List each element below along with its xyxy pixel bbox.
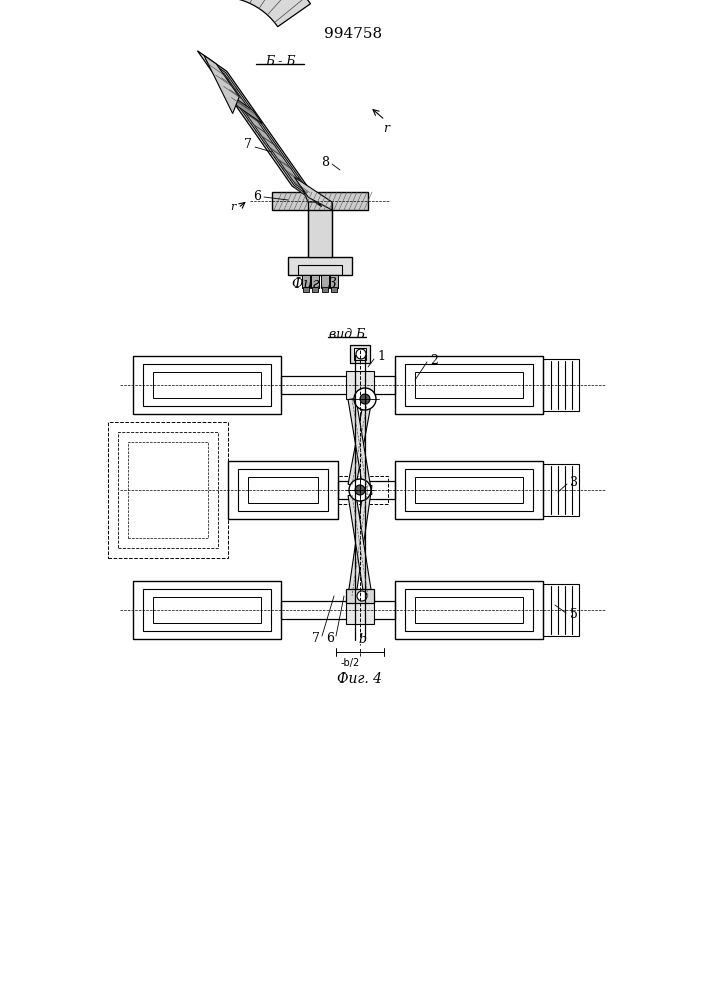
Text: вид Б: вид Б [329, 328, 365, 341]
Bar [133, 581, 281, 639]
Bar [405, 469, 533, 511]
Bar [354, 348, 366, 360]
Bar [128, 442, 208, 538]
Bar [302, 275, 310, 288]
Bar [346, 371, 374, 399]
Text: b: b [358, 633, 366, 646]
Bar [133, 356, 281, 414]
Circle shape [355, 485, 365, 495]
Bar [238, 469, 328, 511]
Bar [543, 464, 579, 516]
Polygon shape [348, 484, 372, 597]
Bar [143, 364, 271, 406]
Text: 7: 7 [244, 138, 252, 151]
Bar [330, 275, 338, 288]
Bar [143, 589, 271, 631]
Text: 1: 1 [377, 351, 385, 363]
Text: 6: 6 [326, 632, 334, 645]
Text: -b/2: -b/2 [340, 658, 360, 668]
Bar [281, 601, 395, 619]
Bar [331, 287, 337, 292]
Bar [415, 477, 523, 503]
Bar [405, 589, 533, 631]
Text: Фиг. 4: Фиг. 4 [337, 672, 382, 686]
Bar [153, 372, 261, 398]
Bar [311, 275, 319, 288]
Polygon shape [348, 494, 372, 597]
Bar [395, 581, 543, 639]
Bar [281, 376, 395, 394]
Text: 6: 6 [253, 190, 261, 204]
Bar [303, 287, 309, 292]
Bar [395, 356, 543, 414]
Text: r: r [383, 122, 389, 135]
Bar [338, 481, 395, 499]
Bar [415, 372, 523, 398]
Circle shape [357, 591, 367, 601]
Bar [272, 192, 368, 210]
Bar [308, 202, 332, 257]
Circle shape [349, 479, 371, 501]
Bar [298, 265, 342, 275]
Bar [338, 476, 388, 504]
Polygon shape [348, 398, 372, 496]
Polygon shape [212, 65, 308, 193]
Bar [312, 287, 318, 292]
Bar [415, 597, 523, 623]
Bar [543, 584, 579, 636]
Text: r: r [230, 202, 236, 212]
Bar [153, 597, 261, 623]
Bar [405, 364, 533, 406]
Polygon shape [348, 398, 372, 486]
Polygon shape [294, 177, 332, 210]
Bar [248, 477, 318, 503]
Polygon shape [211, 0, 310, 27]
Text: 7: 7 [312, 632, 320, 645]
Bar [322, 287, 328, 292]
Text: 5: 5 [570, 608, 578, 621]
Bar [346, 596, 374, 624]
Text: 8: 8 [321, 156, 329, 169]
Bar [346, 589, 374, 603]
Polygon shape [205, 58, 315, 200]
Polygon shape [197, 51, 322, 207]
Circle shape [356, 349, 366, 359]
Polygon shape [228, 93, 262, 124]
Text: 3: 3 [570, 476, 578, 488]
Polygon shape [298, 177, 315, 202]
Bar [228, 461, 338, 519]
Bar [118, 432, 218, 548]
Bar [350, 345, 370, 363]
Text: Б - Б: Б - Б [264, 55, 296, 68]
Bar [288, 257, 352, 275]
Circle shape [354, 388, 376, 410]
Text: 994758: 994758 [324, 27, 382, 41]
Bar [108, 422, 228, 558]
Bar [395, 461, 543, 519]
Circle shape [360, 394, 370, 404]
Polygon shape [204, 55, 239, 114]
Bar [321, 275, 329, 288]
Text: 2: 2 [430, 354, 438, 366]
Bar [543, 359, 579, 411]
Text: Фиг. 3: Фиг. 3 [293, 277, 337, 291]
